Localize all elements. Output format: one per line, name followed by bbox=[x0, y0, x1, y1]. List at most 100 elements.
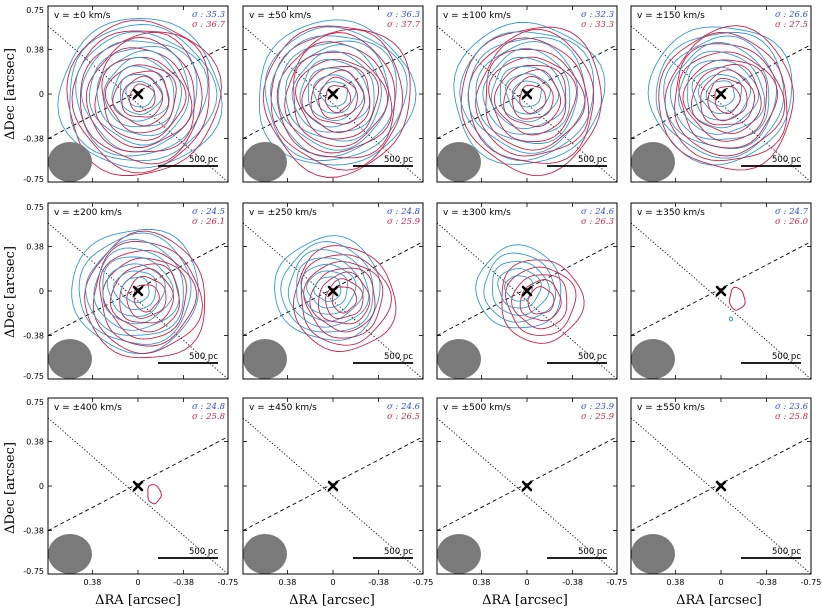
scale-bar-label: 500 pc bbox=[384, 547, 413, 557]
velocity-label: v = ±250 km/s bbox=[249, 208, 317, 218]
beam-ellipse bbox=[48, 534, 92, 574]
x-tick-label: 0.38 bbox=[83, 578, 101, 587]
center-marker bbox=[327, 480, 339, 492]
blue-contour bbox=[102, 256, 174, 325]
sigma-red-label: σ : 25.8 bbox=[775, 412, 809, 422]
center-marker bbox=[132, 88, 144, 100]
beam-ellipse bbox=[631, 339, 675, 379]
y-tick-label: 0.38 bbox=[26, 45, 44, 54]
blue-contour bbox=[453, 21, 606, 165]
sigma-red-label: σ : 37.7 bbox=[387, 20, 421, 30]
blue-contour bbox=[80, 40, 198, 153]
panel-content bbox=[48, 18, 228, 182]
panel-content bbox=[631, 222, 811, 379]
center-marker bbox=[327, 88, 339, 100]
sigma-red-label: σ : 26.3 bbox=[581, 217, 614, 227]
beam-ellipse bbox=[243, 142, 287, 182]
blue-contour bbox=[78, 232, 192, 345]
y-tick-label: 0.38 bbox=[26, 242, 44, 251]
panel-1: 0.75 0.38 0 -0.38 -0.75 v = ±0 km/s σ : 35.3σ … bbox=[23, 5, 229, 184]
scale-bar-label: 500 pc bbox=[384, 155, 413, 165]
x-tick-label: 0.38 bbox=[666, 578, 684, 587]
major-axis-line bbox=[437, 44, 617, 139]
sigma-blue-label: σ : 23.9 bbox=[581, 402, 615, 412]
panel-5: 0.75 0.38 0 -0.38 -0.75 v = ±200 km/s σ : 24.5… bbox=[23, 202, 229, 381]
blue-contour bbox=[663, 35, 777, 150]
y-tick-label: 0.75 bbox=[26, 398, 44, 407]
blue-contour bbox=[112, 270, 157, 311]
y-tick-label: 0.75 bbox=[26, 6, 44, 15]
velocity-label: v = ±400 km/s bbox=[54, 403, 122, 413]
blue-contour bbox=[306, 270, 349, 309]
sigma-red-label: σ : 26.0 bbox=[775, 217, 809, 227]
red-contour bbox=[262, 25, 411, 178]
panel-8: v = ±350 km/s σ : 24.7σ : 26.0 500 pc bbox=[630, 202, 812, 380]
x-tick-label: -0.75 bbox=[218, 578, 239, 587]
blue-contour bbox=[729, 316, 734, 322]
major-axis-line bbox=[243, 241, 423, 336]
scale-bar-label: 500 pc bbox=[189, 155, 218, 165]
center-marker bbox=[715, 480, 727, 492]
minor-axis-line bbox=[437, 417, 617, 574]
blue-contour bbox=[475, 40, 579, 144]
blue-contour bbox=[85, 238, 184, 336]
blue-contour bbox=[497, 268, 542, 309]
beam-ellipse bbox=[48, 142, 92, 182]
blue-contour bbox=[492, 261, 550, 316]
red-contour bbox=[485, 48, 586, 151]
center-marker bbox=[715, 285, 727, 297]
panel-content bbox=[437, 21, 617, 182]
sigma-blue-label: σ : 26.6 bbox=[775, 10, 809, 20]
red-contour bbox=[527, 286, 555, 315]
blue-contour bbox=[69, 24, 218, 162]
minor-axis-line bbox=[631, 222, 811, 379]
major-axis-line bbox=[243, 436, 423, 531]
y-axis-label: ΔDec [arcsec] bbox=[3, 442, 18, 534]
minor-axis-line bbox=[631, 25, 811, 182]
red-contour bbox=[309, 267, 376, 333]
red-contour bbox=[501, 259, 585, 344]
panel-content bbox=[48, 222, 228, 379]
blue-contour bbox=[287, 249, 370, 328]
panel-content bbox=[243, 417, 423, 574]
sigma-blue-label: σ : 23.6 bbox=[775, 402, 809, 412]
red-contour bbox=[511, 274, 568, 330]
center-marker bbox=[327, 285, 339, 297]
blue-contour bbox=[264, 26, 408, 161]
red-contour bbox=[84, 230, 206, 359]
y-tick-label: -0.75 bbox=[23, 372, 44, 381]
panel-content bbox=[437, 417, 617, 574]
blue-contour bbox=[697, 73, 743, 114]
panel-content bbox=[48, 417, 228, 574]
panel-7: v = ±300 km/s σ : 24.6σ : 26.3 500 pc bbox=[436, 202, 618, 380]
velocity-label: v = ±350 km/s bbox=[637, 208, 705, 218]
minor-axis-line bbox=[243, 25, 423, 182]
blue-contour bbox=[89, 45, 190, 146]
blue-contour bbox=[300, 263, 357, 315]
blue-contour bbox=[655, 32, 785, 159]
red-contour bbox=[293, 51, 389, 148]
red-contour bbox=[488, 56, 577, 143]
red-contour bbox=[460, 26, 602, 176]
panel-3: v = ±100 km/s σ : 32.3σ : 33.3 500 pc bbox=[436, 5, 618, 183]
blue-contour bbox=[125, 80, 155, 108]
red-contour bbox=[133, 284, 160, 313]
scale-bar-label: 500 pc bbox=[578, 547, 607, 557]
blue-contour bbox=[258, 19, 417, 166]
sigma-red-label: σ : 25.8 bbox=[192, 412, 226, 422]
major-axis-line bbox=[48, 436, 228, 531]
y-tick-label: -0.75 bbox=[23, 567, 44, 576]
minor-axis-line bbox=[437, 25, 617, 182]
panel-10: 0.38 0 -0.38 -0.75 v = ±450 km/s σ : 24.6σ : … bbox=[242, 397, 433, 587]
sigma-blue-label: σ : 24.8 bbox=[192, 402, 226, 412]
blue-contour bbox=[120, 276, 150, 304]
velocity-label: v = ±500 km/s bbox=[443, 403, 511, 413]
red-contour bbox=[664, 32, 788, 162]
beam-ellipse bbox=[437, 534, 481, 574]
red-contour bbox=[493, 65, 567, 136]
red-contour bbox=[331, 286, 358, 314]
blue-contour bbox=[71, 229, 199, 355]
major-axis-line bbox=[631, 436, 811, 531]
panel-content bbox=[243, 19, 423, 182]
